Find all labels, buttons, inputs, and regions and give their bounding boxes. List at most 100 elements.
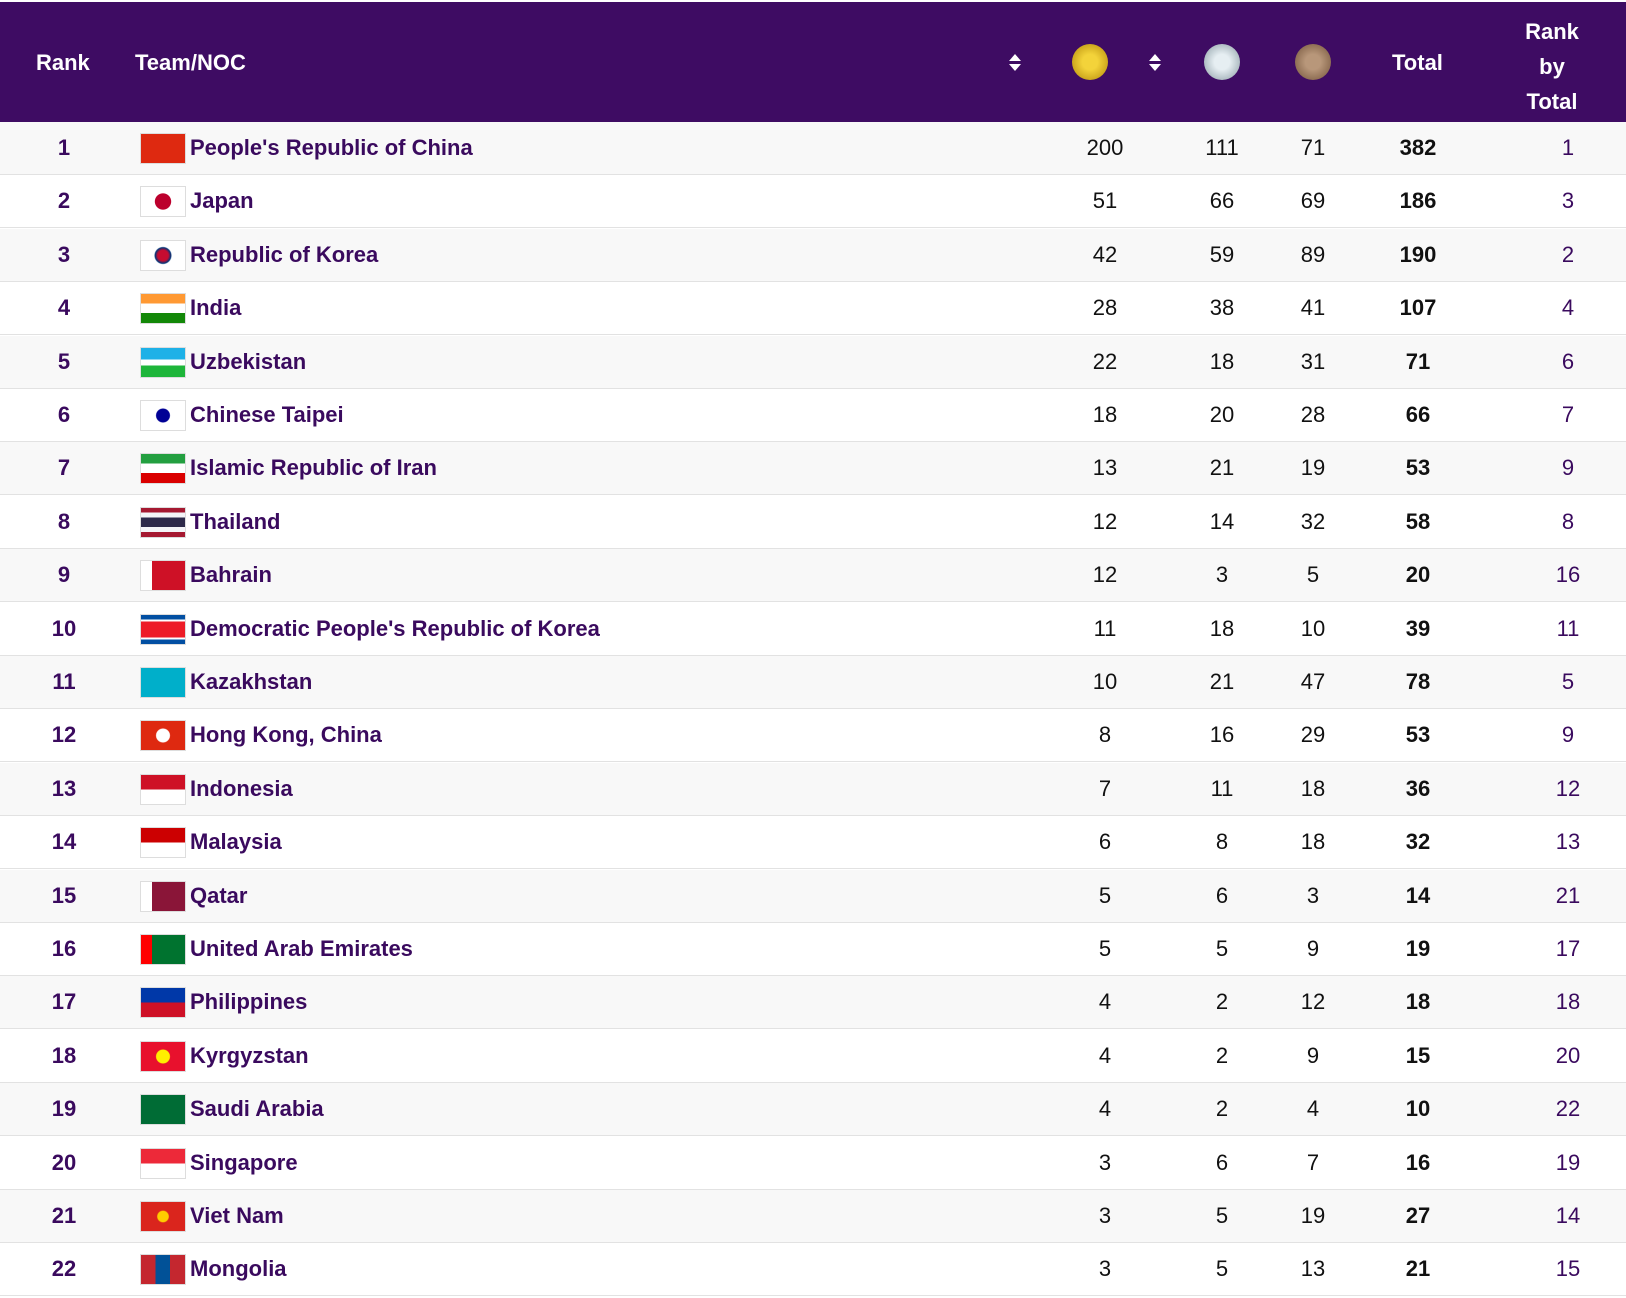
table-row: 20 Singapore 3 6 7 16 19 [0, 1136, 1626, 1190]
bronze-count: 41 [1300, 295, 1326, 321]
rank: 9 [57, 562, 71, 588]
flag-icon [140, 293, 186, 325]
table-row: 18 Kyrgyzstan 4 2 9 15 20 [0, 1029, 1626, 1083]
team-name[interactable]: Republic of Korea [190, 241, 379, 267]
rank: 21 [51, 1203, 77, 1228]
flag-icon [140, 987, 186, 1019]
header-rank-by-total[interactable]: Rank by Total [1525, 19, 1579, 114]
team-name[interactable]: Uzbekistan [190, 348, 307, 374]
table-row: 8 Thailand 12 14 32 58 8 [0, 495, 1626, 549]
team-name[interactable]: Malaysia [190, 829, 282, 855]
table-row: 15 Qatar 5 6 3 14 21 [0, 869, 1626, 923]
rank-by-total: 5 [1561, 669, 1575, 694]
bronze-count: 19 [1300, 1203, 1326, 1228]
team-name[interactable]: People's Republic of China [190, 135, 473, 160]
flag-icon [140, 346, 186, 378]
team-name[interactable]: Democratic People's Republic of Korea [190, 615, 600, 641]
silver-count: 8 [1215, 829, 1229, 855]
flag-icon [140, 1201, 186, 1232]
table-row: 3 Republic of Korea 42 59 89 190 2 [0, 228, 1626, 282]
flag-icon [140, 400, 186, 431]
team-name[interactable]: Bahrain [190, 562, 272, 588]
silver-count: 6 [1215, 1149, 1229, 1175]
rank-by-total: 12 [1555, 775, 1581, 801]
rank: 14 [51, 829, 77, 855]
silver-count: 5 [1215, 1256, 1229, 1282]
gold-count: 51 [1092, 188, 1118, 214]
bronze-count: 31 [1300, 348, 1326, 374]
flag-icon [140, 186, 186, 218]
team-name[interactable]: Philippines [190, 989, 308, 1015]
bronze-count: 13 [1300, 1256, 1326, 1282]
total-count: 32 [1405, 829, 1431, 855]
team-name[interactable]: Japan [190, 188, 254, 214]
silver-count: 3 [1215, 562, 1229, 588]
total-count: 382 [1399, 135, 1437, 160]
total-count: 53 [1405, 722, 1431, 748]
flag-icon [140, 934, 186, 965]
rank: 22 [51, 1256, 77, 1282]
rank-by-total: 19 [1555, 1149, 1581, 1175]
flag-icon [140, 1254, 186, 1286]
gold-count: 3 [1098, 1149, 1112, 1175]
table-row: 22 Mongolia 3 5 13 21 15 [0, 1243, 1626, 1297]
gold-count: 28 [1092, 295, 1118, 321]
rank: 12 [51, 722, 77, 748]
team-name[interactable]: Viet Nam [190, 1203, 284, 1228]
header-total[interactable]: Total [1392, 50, 1443, 75]
header-team[interactable]: Team/NOC [135, 50, 246, 75]
rank: 8 [57, 508, 71, 534]
rank: 17 [51, 989, 77, 1015]
total-count: 21 [1405, 1256, 1431, 1282]
gold-medal-icon [1072, 44, 1108, 80]
total-count: 18 [1405, 989, 1431, 1015]
team-name[interactable]: Indonesia [190, 775, 293, 801]
team-name[interactable]: United Arab Emirates [190, 936, 413, 961]
flag-icon [140, 720, 186, 752]
rank: 2 [57, 188, 71, 214]
rank: 10 [51, 615, 77, 641]
bronze-count: 32 [1300, 508, 1326, 534]
gold-count: 4 [1098, 1042, 1112, 1068]
bronze-count: 28 [1300, 402, 1326, 427]
team-name[interactable]: Islamic Republic of Iran [190, 455, 437, 481]
silver-count: 11 [1210, 775, 1234, 801]
rank-by-total: 6 [1561, 348, 1575, 374]
flag-icon [140, 667, 186, 698]
team-name[interactable]: Kyrgyzstan [190, 1042, 309, 1068]
bronze-count: 89 [1300, 241, 1326, 267]
gold-count: 12 [1092, 508, 1118, 534]
team-name[interactable]: Saudi Arabia [190, 1096, 324, 1122]
team-name[interactable]: India [190, 295, 242, 321]
silver-count: 2 [1215, 989, 1229, 1015]
team-name[interactable]: Hong Kong, China [190, 722, 382, 748]
team-name[interactable]: Qatar [190, 882, 248, 908]
rank-by-total: 3 [1561, 188, 1575, 214]
total-count: 71 [1405, 348, 1431, 374]
bronze-count: 9 [1306, 936, 1320, 961]
gold-count: 6 [1098, 829, 1112, 855]
rank-by-total: 17 [1555, 936, 1581, 961]
rank: 15 [51, 882, 77, 908]
silver-count: 38 [1209, 295, 1235, 321]
flag-icon [140, 560, 186, 592]
team-name[interactable]: Chinese Taipei [190, 402, 344, 427]
rank-by-total: 14 [1555, 1203, 1581, 1228]
flag-icon [140, 239, 186, 271]
team-name[interactable]: Mongolia [190, 1256, 287, 1282]
header-rank[interactable]: Rank [36, 50, 90, 75]
bronze-count: 10 [1300, 615, 1326, 641]
rank-by-total: 8 [1561, 508, 1575, 534]
table-row: 11 Kazakhstan 10 21 47 78 5 [0, 656, 1626, 709]
rank-by-total: 15 [1555, 1256, 1581, 1282]
rank: 4 [57, 295, 71, 321]
team-name[interactable]: Thailand [190, 508, 281, 534]
silver-count: 18 [1209, 615, 1235, 641]
gold-count: 3 [1098, 1256, 1112, 1282]
rank-by-total: 20 [1555, 1042, 1581, 1068]
team-name[interactable]: Singapore [190, 1149, 298, 1175]
bronze-count: 9 [1306, 1042, 1320, 1068]
team-name[interactable]: Kazakhstan [190, 669, 313, 694]
silver-count: 18 [1209, 348, 1235, 374]
total-count: 20 [1405, 562, 1431, 588]
